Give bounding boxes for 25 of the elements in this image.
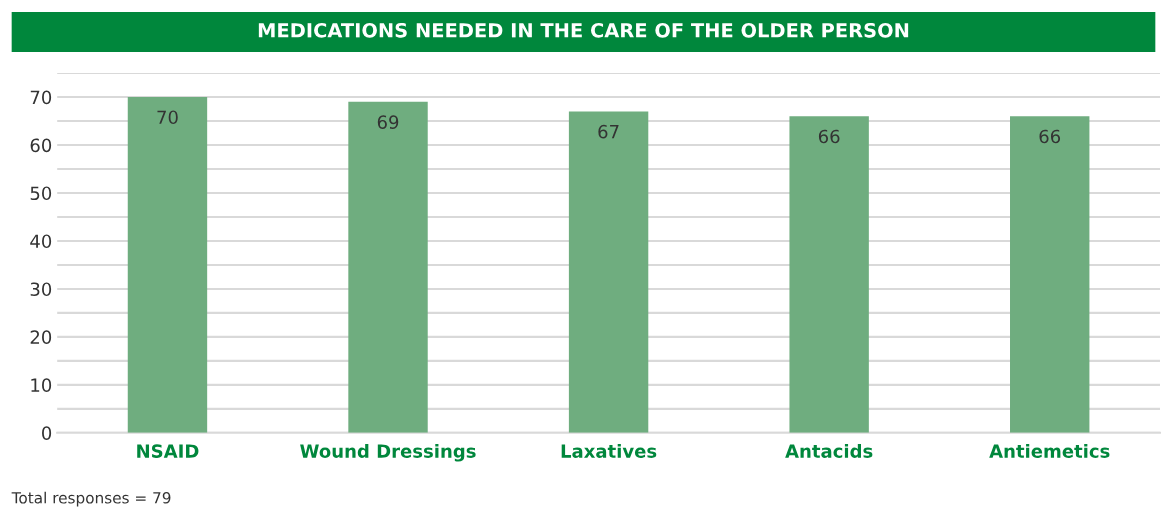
bar xyxy=(1010,116,1090,433)
y-tick-label: 10 xyxy=(31,378,52,392)
y-tick-label: 30 xyxy=(30,282,52,297)
x-tick-label: Antacids xyxy=(785,443,873,458)
bar xyxy=(568,111,649,433)
x-tick-label: NSAID xyxy=(137,444,199,458)
y-tick-label: 70 xyxy=(30,90,52,105)
bar xyxy=(348,101,428,433)
x-tick-label: Wound Dressings xyxy=(300,443,476,462)
data-label: 69 xyxy=(377,115,399,129)
y-tick-label: 50 xyxy=(30,186,52,201)
x-tick-label: Laxatives xyxy=(561,443,657,458)
bar xyxy=(127,97,208,433)
y-tick-label: 0 xyxy=(42,426,52,440)
data-label: 70 xyxy=(157,110,178,125)
y-tick-label: 60 xyxy=(30,138,52,153)
text: Total responses = 79 xyxy=(11,491,171,507)
y-tick-label: 20 xyxy=(30,330,52,344)
chart-title: MEDICATIONS NEEDED IN THE CARE OF THE OLDER PERSON xyxy=(258,22,909,38)
x-tick-label: Antiemetics xyxy=(989,443,1110,458)
data-label: 66 xyxy=(1039,129,1061,144)
data-label: 67 xyxy=(598,124,619,139)
bar xyxy=(789,116,869,433)
data-label: 66 xyxy=(818,129,840,144)
y-tick-label: 40 xyxy=(30,234,52,249)
